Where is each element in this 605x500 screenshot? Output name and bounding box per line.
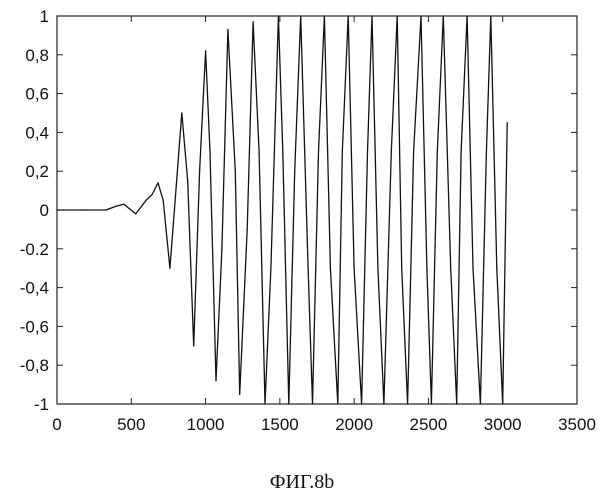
data-point bbox=[480, 403, 481, 404]
data-point bbox=[401, 268, 402, 269]
data-point bbox=[235, 171, 236, 172]
y-tick-label: 1 bbox=[40, 7, 49, 26]
y-tick-label: 0 bbox=[40, 201, 49, 220]
data-point bbox=[135, 213, 136, 214]
data-point bbox=[413, 151, 414, 152]
data-point bbox=[247, 229, 248, 230]
data-point bbox=[56, 209, 57, 210]
data-point bbox=[227, 29, 228, 30]
data-point bbox=[175, 190, 176, 191]
data-point bbox=[209, 151, 210, 152]
data-point bbox=[146, 200, 147, 201]
data-point bbox=[337, 403, 338, 404]
data-point bbox=[258, 151, 259, 152]
data-point bbox=[342, 151, 343, 152]
x-tick-label: 3500 bbox=[558, 415, 596, 434]
data-point bbox=[294, 171, 295, 172]
data-point bbox=[367, 151, 368, 152]
y-tick-label: -0,4 bbox=[20, 279, 49, 298]
data-point bbox=[437, 151, 438, 152]
y-tick-label: -0,8 bbox=[20, 356, 49, 375]
y-tick-label: -0,6 bbox=[20, 317, 49, 336]
data-point bbox=[282, 151, 283, 152]
data-point bbox=[151, 194, 152, 195]
data-point bbox=[502, 403, 503, 404]
data-point bbox=[391, 151, 392, 152]
data-point bbox=[307, 268, 308, 269]
data-point bbox=[461, 151, 462, 152]
data-point bbox=[169, 268, 170, 269]
y-tick-label: -1 bbox=[34, 395, 49, 414]
data-point bbox=[348, 15, 349, 16]
x-tick-label: 2500 bbox=[410, 415, 448, 434]
data-point bbox=[490, 15, 491, 16]
data-point bbox=[318, 151, 319, 152]
y-tick-label: 0,6 bbox=[25, 85, 49, 104]
data-point bbox=[253, 21, 254, 22]
data-point bbox=[407, 403, 408, 404]
data-point bbox=[420, 15, 421, 16]
data-point bbox=[397, 15, 398, 16]
data-point bbox=[383, 403, 384, 404]
data-point bbox=[431, 403, 432, 404]
data-point bbox=[426, 268, 427, 269]
y-tick-label: 0,4 bbox=[25, 123, 49, 142]
data-point bbox=[312, 403, 313, 404]
data-point bbox=[507, 122, 508, 123]
data-point bbox=[443, 15, 444, 16]
data-point bbox=[472, 268, 473, 269]
data-point bbox=[330, 268, 331, 269]
data-point bbox=[264, 403, 265, 404]
data-point bbox=[371, 15, 372, 16]
data-point bbox=[221, 248, 222, 249]
figure-caption: ФИГ.8b bbox=[270, 471, 335, 493]
data-point bbox=[466, 15, 467, 16]
data-point bbox=[157, 182, 158, 183]
x-tick-label: 500 bbox=[117, 415, 145, 434]
y-tick-label: 0,2 bbox=[25, 162, 49, 181]
data-point bbox=[270, 268, 271, 269]
data-point bbox=[199, 171, 200, 172]
data-point bbox=[86, 209, 87, 210]
data-point bbox=[288, 403, 289, 404]
data-point bbox=[163, 200, 164, 201]
y-tick-label: -0.2 bbox=[20, 240, 49, 259]
x-tick-label: 1000 bbox=[187, 415, 225, 434]
data-point bbox=[450, 268, 451, 269]
data-point bbox=[361, 403, 362, 404]
data-point bbox=[193, 345, 194, 346]
data-point bbox=[205, 50, 206, 51]
data-point bbox=[181, 112, 182, 113]
data-point bbox=[496, 268, 497, 269]
x-tick-label: 0 bbox=[52, 415, 61, 434]
data-point bbox=[486, 151, 487, 152]
data-point bbox=[123, 204, 124, 205]
x-tick-label: 2000 bbox=[335, 415, 373, 434]
data-point bbox=[354, 268, 355, 269]
data-point bbox=[187, 180, 188, 181]
data-point bbox=[239, 394, 240, 395]
data-point bbox=[215, 380, 216, 381]
x-tick-label: 3000 bbox=[484, 415, 522, 434]
data-point bbox=[278, 15, 279, 16]
data-point bbox=[456, 403, 457, 404]
data-point bbox=[324, 15, 325, 16]
y-tick-label: 0,8 bbox=[25, 46, 49, 65]
x-tick-label: 1500 bbox=[261, 415, 299, 434]
data-point bbox=[300, 15, 301, 16]
series-line bbox=[57, 16, 507, 404]
data-point bbox=[105, 209, 106, 210]
plot-area: 0 500 1000 1500 2000 2500 3000 3500 1 0,8 0,6 0,4 0,… bbox=[20, 7, 596, 434]
data-point bbox=[377, 268, 378, 269]
data-point bbox=[116, 206, 117, 207]
